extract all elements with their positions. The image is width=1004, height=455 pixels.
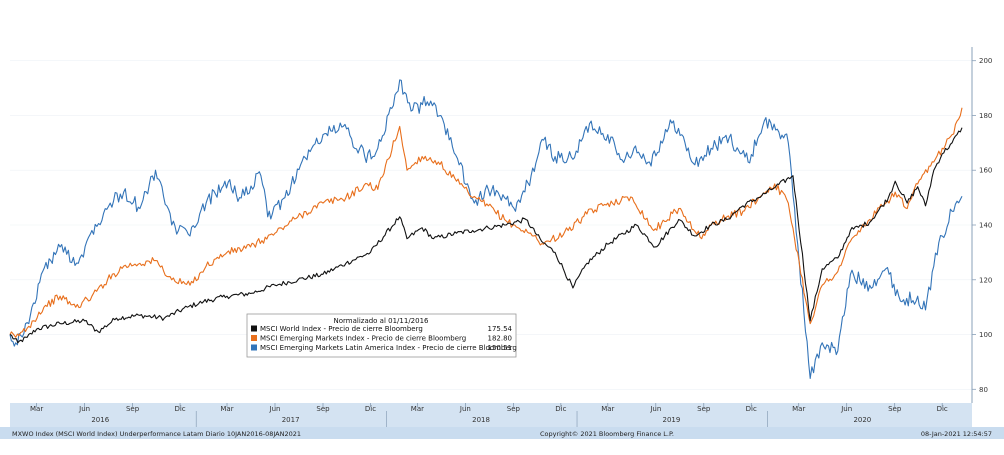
footer-left-text: MXWO Index (MSCI World Index) Underperfo… <box>12 430 301 438</box>
y-axis: 80 100 120 140 160 180 200 <box>972 57 992 394</box>
x-year-label: 2016 <box>91 416 109 424</box>
legend-swatch <box>251 344 257 351</box>
y-tick-label: 160 <box>979 167 992 175</box>
x-tick-label: Dic <box>937 405 948 413</box>
x-tick-label: Sep <box>507 405 521 413</box>
x-tick-label: Mar <box>411 405 424 413</box>
x-tick-label: Sep <box>126 405 140 413</box>
x-axis: Mar Jun Sep Dic Mar Jun Sep Dic Mar Jun Sep Dic Mar J… <box>30 403 948 427</box>
y-tick-label: 80 <box>979 386 988 394</box>
x-tick-label: Mar <box>220 405 233 413</box>
legend-entry-value: 175.54 <box>488 325 513 333</box>
x-year-label: 2018 <box>472 416 490 424</box>
y-tick-label: 100 <box>979 331 992 339</box>
footer-center-text: Copyright© 2021 Bloomberg Finance L.P. <box>540 430 674 438</box>
footer-bar <box>0 427 1004 439</box>
x-tick-label: Mar <box>792 405 805 413</box>
legend-swatch <box>251 325 257 332</box>
legend-entry-name: MSCI Emerging Markets Latin America Inde… <box>260 344 517 352</box>
y-tick-label: 180 <box>979 112 992 120</box>
y-tick-label: 200 <box>979 57 992 65</box>
y-tick-label: 140 <box>979 222 992 230</box>
x-axis-band <box>10 403 972 427</box>
legend-entry-value: 182.80 <box>488 335 513 343</box>
x-tick-label: Jun <box>649 405 661 413</box>
x-tick-label: Jun <box>840 405 852 413</box>
legend-swatch <box>251 335 257 341</box>
x-year-label: 2020 <box>853 416 871 424</box>
legend-title: Normalizado al 01/11/2016 <box>334 317 430 325</box>
x-tick-label: Dic <box>746 405 757 413</box>
x-year-label: 2017 <box>282 416 300 424</box>
series-line-2 <box>9 107 963 338</box>
x-tick-label: Jun <box>269 405 281 413</box>
footer-right-text: 08-Jan-2021 12:54:57 <box>921 430 992 438</box>
x-tick-label: Jun <box>459 405 471 413</box>
series-line-3 <box>9 79 963 379</box>
legend-entry-value: 150.51 <box>488 344 513 352</box>
series-group <box>9 79 963 379</box>
x-year-label: 2019 <box>663 416 681 424</box>
legend-entry-name: MSCI World Index - Precio de cierre Bloo… <box>260 325 423 333</box>
x-tick-label: Sep <box>316 405 330 413</box>
legend-box <box>246 313 517 358</box>
x-tick-label: Dic <box>365 405 376 413</box>
legend-entry-name: MSCI Emerging Markets Index - Precio de … <box>260 335 466 343</box>
legend: Normalizado al 01/11/2016 MSCI World Ind… <box>246 313 517 358</box>
y-tick-label: 120 <box>979 276 992 284</box>
x-tick-label: Mar <box>30 405 43 413</box>
legend-rows: MSCI World Index - Precio de cierre Bloo… <box>251 325 517 352</box>
x-tick-label: Jun <box>78 405 90 413</box>
series-line-1 <box>9 127 963 344</box>
x-tick-label: Sep <box>697 405 711 413</box>
x-tick-label: Dic <box>174 405 185 413</box>
x-tick-label: Sep <box>888 405 902 413</box>
x-tick-label: Dic <box>555 405 566 413</box>
x-tick-label: Mar <box>601 405 614 413</box>
